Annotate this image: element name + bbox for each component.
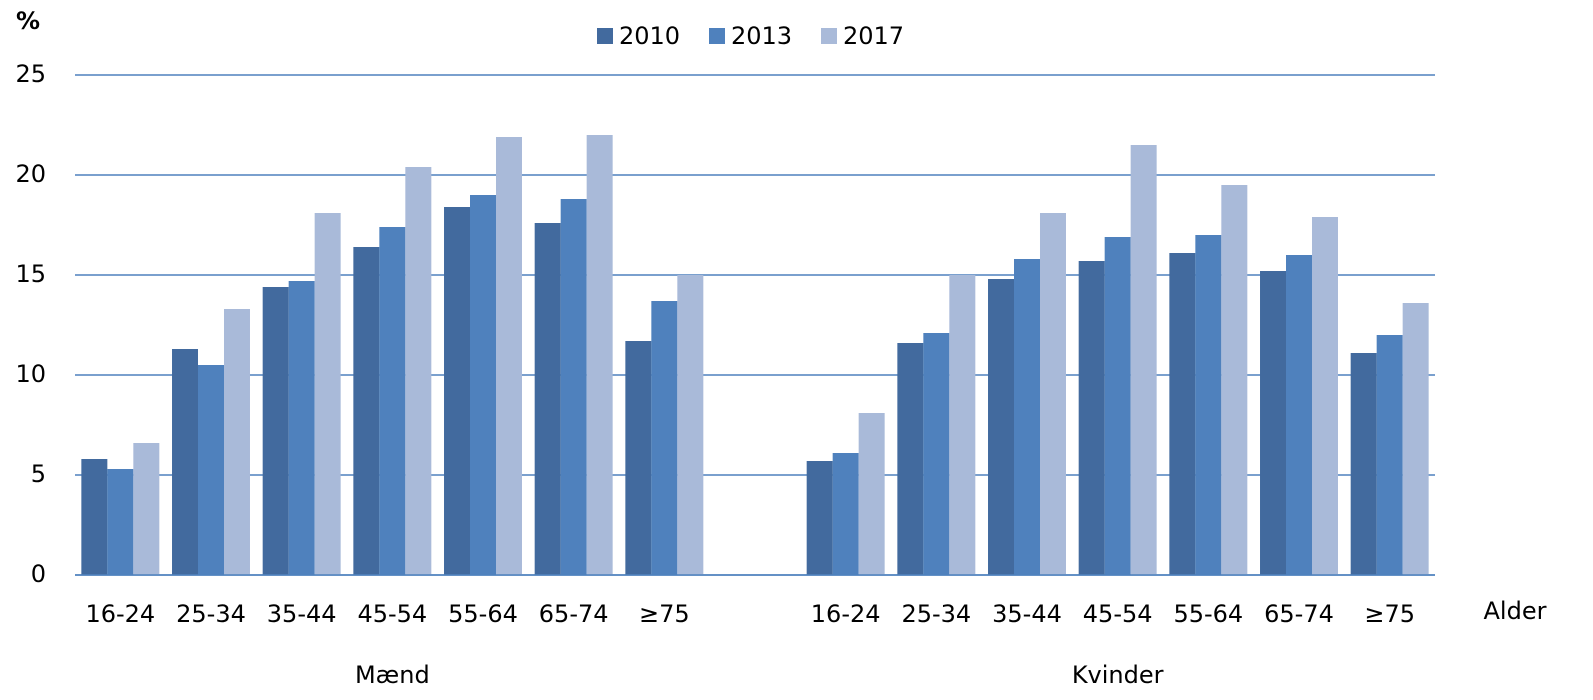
x-tick-label: 25-34 (901, 600, 971, 628)
bar (198, 365, 224, 575)
bar (1350, 353, 1377, 575)
y-tick-label: 5 (31, 460, 46, 488)
x-tick-label: 55-64 (448, 600, 518, 628)
bar (586, 135, 613, 575)
bar (1286, 255, 1312, 575)
y-tick-label: 25 (15, 60, 46, 88)
bar (1195, 235, 1222, 575)
y-tick-label: 20 (15, 160, 46, 188)
bar (949, 275, 976, 575)
bar (470, 195, 496, 575)
bar (1039, 213, 1066, 575)
x-tick-label: ≥75 (1364, 600, 1415, 628)
group-label: Kvinder (1072, 661, 1164, 689)
x-tick-label: 16-24 (85, 600, 155, 628)
bar (405, 167, 432, 575)
x-tick-label: 35-44 (267, 600, 337, 628)
bar (107, 469, 134, 575)
bar (923, 333, 950, 575)
bar (288, 281, 315, 575)
y-tick-label: 15 (15, 260, 46, 288)
bar (677, 275, 704, 575)
bar (379, 227, 406, 575)
bar (1221, 185, 1248, 575)
x-tick-label: 65-74 (539, 600, 609, 628)
bar (625, 341, 652, 575)
legend-label: 2017 (843, 22, 904, 50)
y-tick-label: 10 (15, 360, 46, 388)
bar (1311, 217, 1338, 575)
x-tick-label: 65-74 (1264, 600, 1334, 628)
bar (806, 461, 833, 575)
bar (1376, 335, 1403, 575)
x-tick-label: 55-64 (1173, 600, 1243, 628)
bar (495, 137, 522, 575)
bar (988, 279, 1015, 575)
legend-swatch (597, 28, 613, 44)
y-tick-label: 0 (31, 560, 46, 588)
legend-label: 2013 (731, 22, 792, 50)
bar (1078, 261, 1105, 575)
x-tick-label: 35-44 (992, 600, 1062, 628)
bar (560, 199, 587, 575)
x-tick-label: 45-54 (1083, 600, 1153, 628)
x-tick-label: 25-34 (176, 600, 246, 628)
bar (832, 453, 859, 575)
bar (444, 207, 471, 575)
bar (1014, 259, 1040, 575)
bar (1130, 145, 1157, 575)
bar (133, 443, 160, 575)
bar (353, 247, 380, 575)
y-axis-label: % (16, 7, 40, 35)
bar (651, 301, 678, 575)
x-axis-label: Alder (1484, 597, 1547, 625)
bar (314, 213, 341, 575)
x-tick-label: ≥75 (639, 600, 690, 628)
bar (1260, 271, 1287, 575)
bar (1402, 303, 1429, 575)
legend-swatch (821, 28, 837, 44)
bar (897, 343, 924, 575)
bar (858, 413, 885, 575)
bar (1104, 237, 1131, 575)
bar (262, 287, 289, 575)
legend-swatch (709, 28, 725, 44)
legend-label: 2010 (619, 22, 680, 50)
bar (172, 349, 199, 575)
x-tick-label: 45-54 (357, 600, 427, 628)
bar (534, 223, 561, 575)
bar (1169, 253, 1196, 575)
bar (223, 309, 250, 575)
group-label: Mænd (355, 661, 430, 689)
bar (81, 459, 108, 575)
x-tick-label: 16-24 (811, 600, 881, 628)
